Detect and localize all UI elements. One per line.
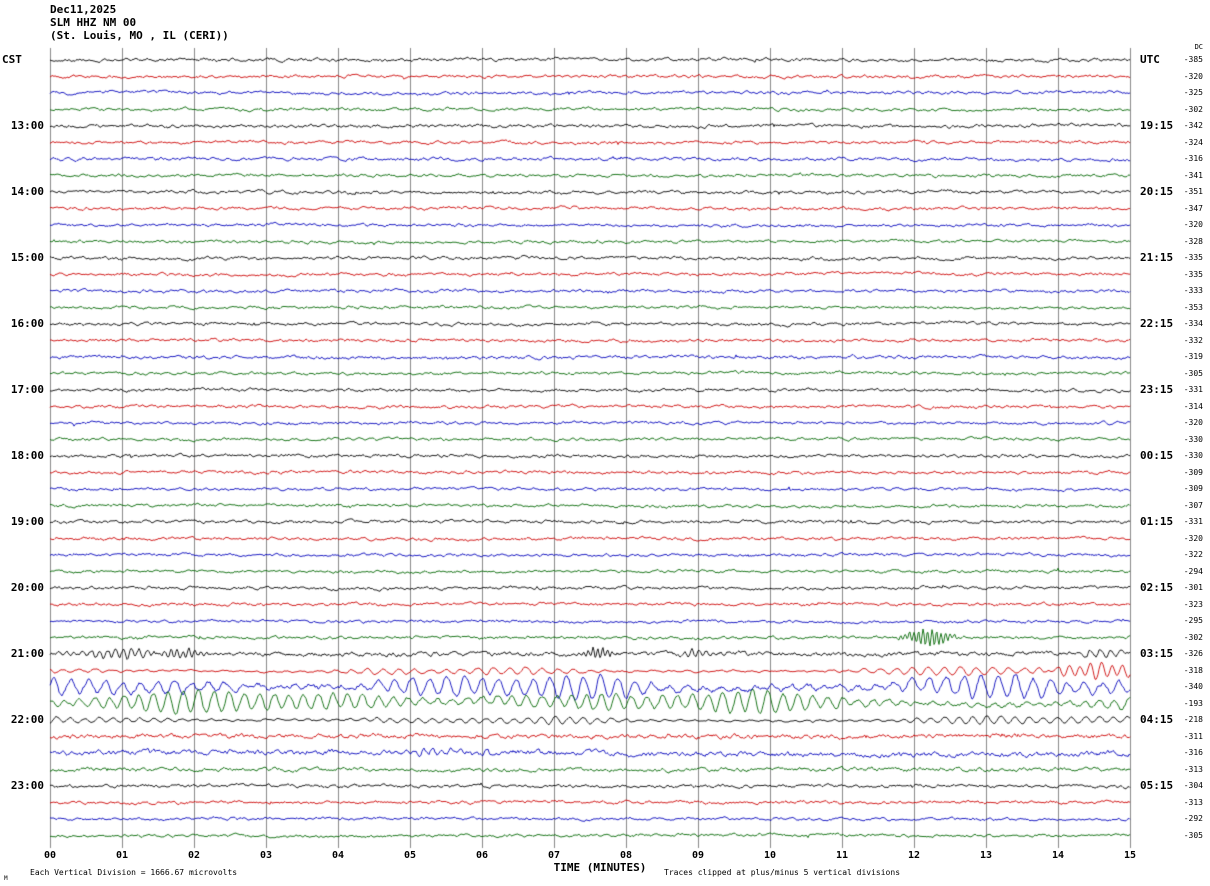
utc-time-label: 05:15	[1140, 779, 1174, 792]
cst-hour-label: 22:00	[10, 713, 44, 726]
utc-time-label: 21:15	[1140, 251, 1174, 264]
dc-offset-value: -322	[1183, 550, 1203, 559]
utc-time-label: 20:15	[1140, 185, 1174, 198]
dc-offset-value: -330	[1183, 434, 1203, 444]
dc-offset-value: -335	[1183, 269, 1203, 279]
dc-offset-value: -309	[1183, 484, 1203, 493]
dc-offset-value: -292	[1183, 814, 1203, 823]
footer-clipping-note: Traces clipped at plus/minus 5 vertical …	[664, 868, 901, 877]
x-tick: 15	[1123, 850, 1137, 861]
dc-offset-value: -331	[1183, 517, 1203, 526]
dc-offset-value: -320	[1183, 533, 1203, 543]
cst-hour-label: 16:00	[10, 317, 44, 330]
cst-hour-label: 15:00	[10, 251, 44, 264]
utc-time-label: 23:15	[1140, 383, 1174, 396]
dc-offset-value: -332	[1183, 335, 1203, 345]
dc-offset-value: -305	[1183, 830, 1203, 840]
dc-offset-value: -331	[1183, 385, 1203, 394]
cst-hour-label: 17:00	[10, 383, 44, 396]
utc-time-label: 03:15	[1140, 647, 1174, 660]
cst-hour-label: 19:00	[10, 515, 44, 528]
x-tick: 13	[979, 850, 993, 861]
cst-hour-label: 23:00	[10, 779, 44, 792]
cst-hour-label: 14:00	[10, 185, 44, 198]
x-tick: 01	[115, 850, 129, 861]
title-date: Dec11,2025	[50, 3, 117, 16]
dc-offset-value: -307	[1183, 500, 1203, 510]
dc-offset-value: -328	[1183, 236, 1203, 246]
dc-offset-value: -313	[1183, 797, 1203, 807]
cst-hour-label: 18:00	[10, 449, 44, 462]
dc-offset-value: -309	[1183, 467, 1203, 477]
dc-offset-value: -323	[1183, 599, 1203, 609]
x-tick: 02	[187, 850, 201, 861]
dc-offset-value: -295	[1183, 616, 1203, 625]
utc-time-label: 01:15	[1140, 515, 1174, 528]
dc-offset-value: -353	[1183, 302, 1203, 312]
dc-offset-value: -316	[1183, 154, 1203, 163]
x-tick: 00	[43, 850, 57, 861]
dc-offset-value: -347	[1183, 203, 1203, 213]
x-tick: 09	[691, 850, 705, 861]
cst-hour-label: 20:00	[10, 581, 44, 594]
dc-offset-value: -320	[1183, 71, 1203, 81]
utc-time-label: 02:15	[1140, 581, 1174, 594]
x-tick: 03	[259, 850, 273, 861]
dc-offset-value: -324	[1183, 137, 1203, 147]
dc-offset-value: -325	[1183, 88, 1203, 97]
x-tick: 08	[619, 850, 633, 861]
utc-time-label: 04:15	[1140, 713, 1174, 726]
dc-offset-value: -304	[1183, 781, 1203, 790]
corner-mark: M	[4, 875, 8, 882]
utc-time-label: 00:15	[1140, 449, 1174, 462]
dc-offset-value: -302	[1183, 104, 1203, 114]
dc-offset-value: -294	[1183, 566, 1203, 576]
x-tick: 14	[1051, 850, 1065, 861]
dc-offset-value: -320	[1183, 220, 1203, 229]
x-tick: 11	[835, 850, 849, 861]
x-tick: 07	[547, 850, 561, 861]
x-tick: 12	[907, 850, 921, 861]
footer-scale-note: Each Vertical Division = 1666.67 microvo…	[30, 868, 238, 877]
title-station: SLM HHZ NM 00	[50, 16, 137, 29]
dc-offset-value: -341	[1183, 170, 1203, 180]
dc-header: DC	[1194, 43, 1203, 51]
dc-offset-value: -313	[1183, 764, 1203, 774]
dc-offset-value: -218	[1183, 715, 1203, 724]
dc-offset-value: -319	[1183, 352, 1203, 361]
dc-offset-value: -314	[1183, 401, 1203, 411]
dc-offset-value: -316	[1183, 748, 1203, 757]
dc-offset-value: -351	[1183, 187, 1203, 196]
cst-hour-label: 21:00	[10, 647, 44, 660]
dc-offset-value: -326	[1183, 649, 1203, 658]
dc-offset-value: -342	[1183, 121, 1203, 130]
dc-offset-value: -311	[1183, 731, 1203, 741]
utc-time-label: 22:15	[1140, 317, 1174, 330]
cst-hour-label: 13:00	[10, 119, 44, 132]
dc-offset-value: -305	[1183, 368, 1203, 378]
dc-offset-value: -301	[1183, 583, 1203, 592]
x-tick: 10	[763, 850, 777, 861]
dc-offset-value: -320	[1183, 418, 1203, 427]
dc-offset-value: -340	[1183, 682, 1203, 691]
dc-offset-value: -302	[1183, 632, 1203, 642]
utc-time-label: 19:15	[1140, 119, 1174, 132]
title-location: (St. Louis, MO , IL (CERI))	[50, 29, 229, 42]
dc-offset-value: -334	[1183, 319, 1203, 328]
dc-offset-value: -385	[1183, 55, 1203, 64]
dc-offset-value: -318	[1183, 665, 1203, 675]
x-axis-label: TIME (MINUTES)	[553, 861, 647, 874]
dc-offset-value: -335	[1183, 253, 1203, 262]
left-axis-header: CST	[2, 53, 22, 66]
x-tick: 04	[331, 850, 345, 861]
dc-offset-value: -193	[1183, 698, 1203, 708]
right-axis-header: UTC	[1140, 53, 1160, 66]
dc-offset-value: -330	[1183, 451, 1203, 460]
x-tick: 06	[475, 850, 489, 861]
dc-offset-value: -333	[1183, 286, 1203, 295]
x-tick: 05	[403, 850, 417, 861]
